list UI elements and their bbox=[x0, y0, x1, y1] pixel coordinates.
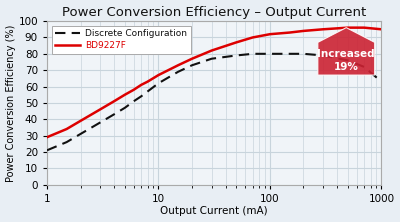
BD9227F bbox=[176, 64, 180, 67]
Discrete Configuration bbox=[131, 100, 136, 103]
Discrete Configuration bbox=[190, 64, 194, 67]
Discrete Configuration bbox=[379, 80, 384, 83]
BD9227F bbox=[156, 74, 161, 76]
BD9227F bbox=[78, 119, 83, 122]
BD9227F bbox=[131, 88, 136, 91]
BD9227F bbox=[379, 28, 384, 31]
Discrete Configuration bbox=[234, 54, 239, 57]
Discrete Configuration bbox=[268, 52, 272, 55]
BD9227F bbox=[301, 30, 306, 32]
Discrete Configuration bbox=[78, 133, 83, 135]
Title: Power Conversion Efficiency – Output Current: Power Conversion Efficiency – Output Cur… bbox=[62, 6, 366, 19]
Discrete Configuration bbox=[139, 95, 144, 98]
Discrete Configuration bbox=[209, 57, 214, 60]
Line: Discrete Configuration: Discrete Configuration bbox=[47, 54, 381, 150]
Legend: Discrete Configuration, BD9227F: Discrete Configuration, BD9227F bbox=[52, 26, 190, 54]
BD9227F bbox=[346, 26, 350, 29]
Discrete Configuration bbox=[250, 52, 255, 55]
X-axis label: Output Current (mA): Output Current (mA) bbox=[160, 206, 268, 216]
BD9227F bbox=[145, 80, 150, 83]
BD9227F bbox=[190, 57, 194, 60]
BD9227F bbox=[209, 49, 214, 52]
BD9227F bbox=[139, 83, 144, 86]
BD9227F bbox=[234, 41, 239, 44]
BD9227F bbox=[287, 31, 292, 34]
Discrete Configuration bbox=[176, 70, 180, 73]
Discrete Configuration bbox=[156, 82, 161, 85]
Discrete Configuration bbox=[362, 65, 366, 68]
Text: Increased
19%: Increased 19% bbox=[318, 49, 375, 71]
Discrete Configuration bbox=[112, 113, 116, 116]
BD9227F bbox=[98, 108, 102, 111]
BD9227F bbox=[321, 28, 326, 31]
BD9227F bbox=[44, 136, 49, 139]
Discrete Configuration bbox=[122, 106, 127, 109]
BD9227F bbox=[268, 33, 272, 36]
Discrete Configuration bbox=[64, 141, 69, 143]
BD9227F bbox=[362, 26, 366, 29]
BD9227F bbox=[64, 128, 69, 130]
BD9227F bbox=[112, 100, 116, 103]
Discrete Configuration bbox=[98, 121, 102, 124]
Line: BD9227F: BD9227F bbox=[47, 28, 381, 137]
Discrete Configuration bbox=[346, 59, 350, 62]
Y-axis label: Power Conversion Efficiency (%): Power Conversion Efficiency (%) bbox=[6, 24, 16, 182]
BD9227F bbox=[250, 36, 255, 39]
Polygon shape bbox=[318, 28, 375, 75]
Discrete Configuration bbox=[321, 54, 326, 57]
Discrete Configuration bbox=[44, 149, 49, 152]
Discrete Configuration bbox=[287, 52, 292, 55]
Discrete Configuration bbox=[301, 52, 306, 55]
Discrete Configuration bbox=[145, 90, 150, 93]
BD9227F bbox=[122, 93, 127, 96]
